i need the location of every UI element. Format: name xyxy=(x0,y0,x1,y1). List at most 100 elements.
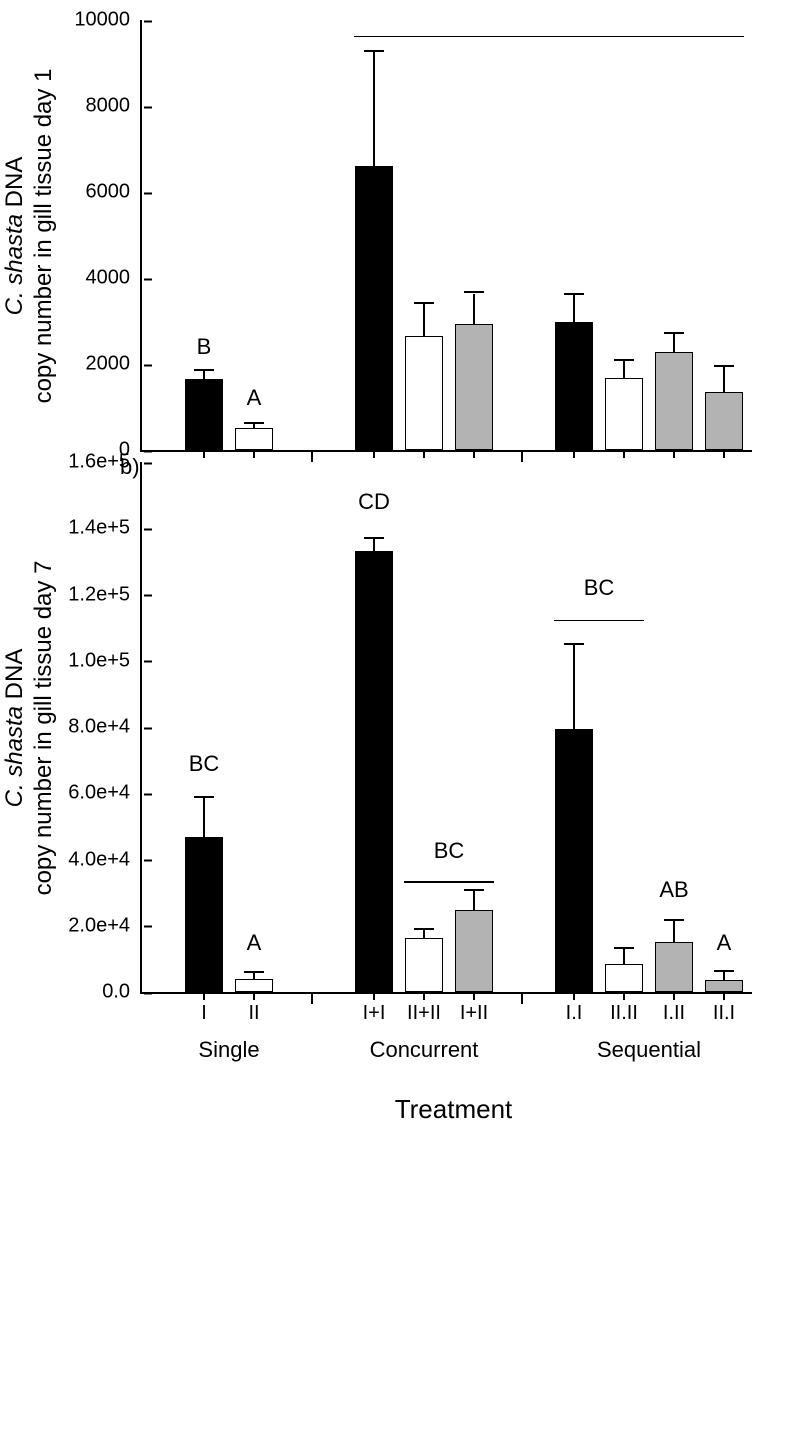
bar xyxy=(235,428,273,450)
y-tick: 4.0e+4 xyxy=(68,848,142,871)
y-tick: 4000 xyxy=(86,267,143,290)
plot-area: 0.02.0e+44.0e+46.0e+48.0e+41.0e+51.2e+51… xyxy=(140,462,752,994)
x-tick-mark xyxy=(253,450,255,458)
y-tick: 2000 xyxy=(86,353,143,376)
x-tick-mark xyxy=(203,450,205,458)
significance-label: A xyxy=(247,385,262,411)
x-tick-label: II.II xyxy=(610,1002,638,1025)
error-cap xyxy=(564,293,584,295)
bar xyxy=(405,336,443,450)
y-tick: 1.0e+5 xyxy=(68,649,142,672)
error-bar xyxy=(203,798,205,837)
y-tick: 1.2e+5 xyxy=(68,583,142,606)
error-cap xyxy=(194,369,214,371)
x-tick-mark xyxy=(623,450,625,458)
y-tick: 10000 xyxy=(74,9,142,32)
error-cap xyxy=(614,947,634,949)
x-tick-mark xyxy=(373,450,375,458)
bar xyxy=(185,837,223,992)
bar xyxy=(705,980,743,992)
x-tick-label: II.I xyxy=(713,1002,735,1025)
bar xyxy=(455,910,493,992)
bar xyxy=(655,942,693,992)
error-bar xyxy=(573,295,575,323)
x-tick-mark xyxy=(473,992,475,1000)
error-cap xyxy=(244,422,264,424)
x-tick-mark xyxy=(373,992,375,1000)
x-tick-label: II+II xyxy=(407,1002,441,1025)
error-bar xyxy=(423,930,425,938)
error-cap xyxy=(194,796,214,798)
bar xyxy=(455,324,493,450)
error-bar xyxy=(373,539,375,551)
y-tick: 2.0e+4 xyxy=(68,914,142,937)
bar xyxy=(355,551,393,992)
x-group-label: Sequential xyxy=(597,1037,701,1063)
y-tick: 6000 xyxy=(86,181,143,204)
significance-label: BC xyxy=(434,838,465,864)
y-tick: 1.6e+5 xyxy=(68,451,142,474)
error-bar xyxy=(253,973,255,979)
error-bar xyxy=(723,367,725,392)
error-bar xyxy=(473,294,475,324)
x-tick-label: I.I xyxy=(566,1002,583,1025)
y-tick: 1.4e+5 xyxy=(68,517,142,540)
significance-label: AB xyxy=(659,877,688,903)
x-tick-label: I+I xyxy=(363,1002,386,1025)
bar xyxy=(235,979,273,992)
significance-label: B xyxy=(542,0,557,3)
bar xyxy=(555,729,593,992)
error-cap xyxy=(414,302,434,304)
error-cap xyxy=(664,919,684,921)
x-tick-mark xyxy=(573,992,575,1000)
x-group-separator xyxy=(521,450,523,462)
error-cap xyxy=(464,889,484,891)
bar xyxy=(705,392,743,450)
significance-line xyxy=(554,620,644,622)
error-cap xyxy=(464,291,484,293)
x-tick-mark xyxy=(253,992,255,1000)
bar xyxy=(605,964,643,992)
error-cap xyxy=(614,359,634,361)
x-axis-title: Treatment xyxy=(140,1094,767,1125)
error-cap xyxy=(244,971,264,973)
error-cap xyxy=(664,332,684,334)
x-tick-label: I xyxy=(201,1002,207,1025)
y-tick: 8.0e+4 xyxy=(68,716,142,739)
bar xyxy=(555,322,593,450)
x-tick-mark xyxy=(723,450,725,458)
bar xyxy=(655,352,693,450)
significance-label: CD xyxy=(358,489,390,515)
bar xyxy=(605,378,643,450)
significance-line xyxy=(404,881,494,883)
error-cap xyxy=(364,537,384,539)
error-cap xyxy=(564,643,584,645)
y-tick: 8000 xyxy=(86,95,143,118)
x-tick-label: II xyxy=(248,1002,259,1025)
x-tick-mark xyxy=(573,450,575,458)
figure-root: C. shasta DNAcopy number in gill tissue … xyxy=(20,20,767,1125)
x-group-separator xyxy=(311,992,313,1004)
panel-a: C. shasta DNAcopy number in gill tissue … xyxy=(20,20,767,452)
significance-label: A xyxy=(247,930,262,956)
x-tick-mark xyxy=(673,992,675,1000)
error-bar xyxy=(373,52,375,166)
error-cap xyxy=(714,365,734,367)
x-tick-mark xyxy=(423,992,425,1000)
error-bar xyxy=(673,334,675,351)
significance-line xyxy=(354,36,744,38)
error-bar xyxy=(473,891,475,910)
significance-label: BC xyxy=(189,751,220,777)
y-tick: 0.0 xyxy=(102,981,142,1004)
error-bar xyxy=(203,371,205,379)
error-cap xyxy=(414,928,434,930)
error-bar xyxy=(723,972,725,979)
x-tick-label: I+II xyxy=(460,1002,488,1025)
x-group-separator xyxy=(311,450,313,462)
significance-label: B xyxy=(197,334,212,360)
x-tick-mark xyxy=(473,450,475,458)
bar xyxy=(185,379,223,450)
bar xyxy=(355,166,393,450)
significance-label: A xyxy=(717,930,732,956)
bar xyxy=(405,938,443,992)
